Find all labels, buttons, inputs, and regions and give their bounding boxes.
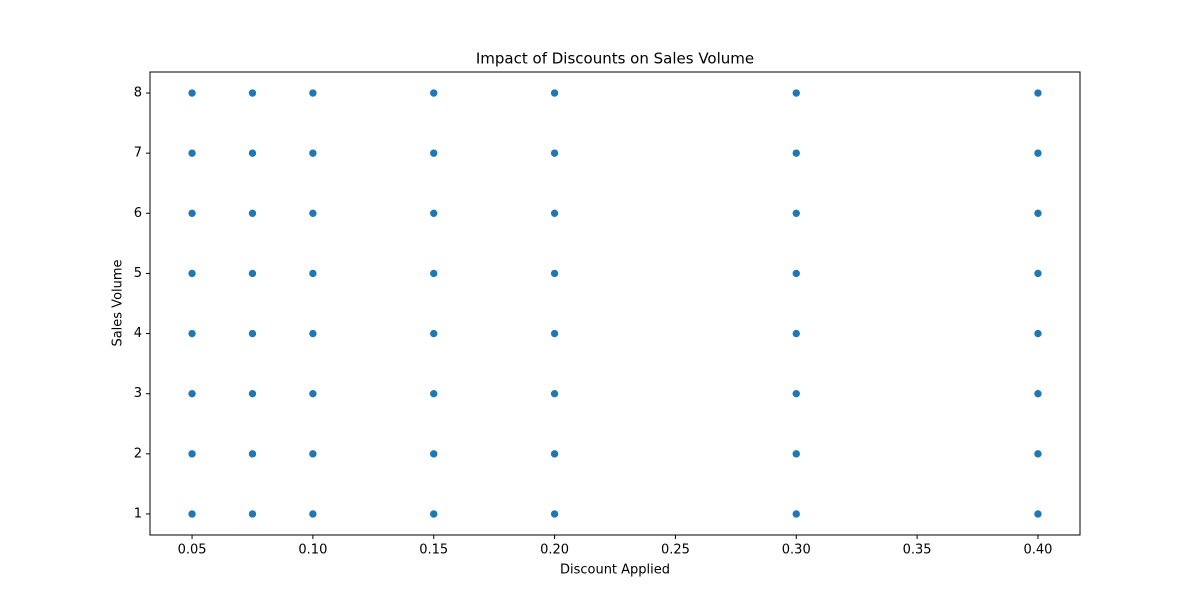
point — [429, 148, 439, 158]
point — [1033, 329, 1043, 338]
point — [550, 88, 559, 98]
point — [1033, 269, 1043, 278]
y-tick-label: 4 — [134, 326, 142, 341]
point — [308, 88, 318, 98]
y-tick-label: 2 — [134, 446, 142, 461]
point — [429, 209, 439, 218]
point — [429, 389, 439, 398]
x-tick-label: 0.10 — [298, 543, 327, 558]
point — [187, 88, 197, 98]
y-tick-label: 3 — [134, 386, 142, 401]
x-tick-label: 0.35 — [903, 543, 932, 558]
plot-frame — [149, 71, 1081, 536]
point — [248, 148, 257, 158]
point — [429, 88, 439, 98]
point — [550, 389, 559, 398]
point — [308, 509, 318, 519]
x-tick-label: 0.20 — [540, 543, 569, 558]
point — [1033, 148, 1043, 158]
x-tick-label: 0.15 — [419, 543, 448, 558]
point — [791, 509, 801, 519]
point — [187, 148, 197, 158]
point — [550, 209, 559, 218]
point — [429, 449, 439, 459]
point — [550, 148, 559, 158]
point — [187, 389, 197, 398]
point — [248, 209, 257, 218]
point — [791, 148, 801, 158]
point — [187, 329, 197, 338]
point — [1033, 449, 1043, 459]
point — [248, 389, 257, 398]
point — [308, 389, 318, 398]
point — [187, 449, 197, 459]
point — [1033, 209, 1043, 218]
point — [429, 509, 439, 519]
point — [791, 209, 801, 218]
point — [429, 269, 439, 278]
x-tick-label: 0.25 — [661, 543, 690, 558]
point — [248, 269, 257, 278]
point — [1033, 389, 1043, 398]
y-tick-label: 1 — [134, 506, 142, 521]
x-tick-label: 0.30 — [782, 543, 811, 558]
point — [1033, 88, 1043, 98]
point — [1033, 509, 1043, 519]
point — [791, 449, 801, 459]
y-tick-label: 5 — [134, 266, 142, 281]
y-tick-label: 7 — [134, 146, 142, 161]
point — [308, 449, 318, 459]
point — [791, 389, 801, 398]
y-tick-label: 8 — [134, 86, 142, 101]
x-tick-label: 0.40 — [1023, 543, 1052, 558]
point — [308, 148, 318, 158]
point — [187, 269, 197, 278]
point — [248, 329, 257, 338]
point — [248, 449, 257, 459]
point — [429, 329, 439, 338]
point — [550, 329, 559, 338]
point — [248, 88, 257, 98]
point — [248, 509, 257, 519]
point — [791, 269, 801, 278]
point — [550, 509, 559, 519]
point — [308, 209, 318, 218]
point — [187, 209, 197, 218]
y-axis-label: Sales Volume — [111, 259, 126, 346]
chart-title: Impact of Discounts on Sales Volume — [476, 50, 754, 68]
point — [187, 509, 197, 519]
point — [550, 449, 559, 459]
x-axis-label: Discount Applied — [560, 563, 670, 578]
y-tick-label: 6 — [134, 206, 142, 221]
x-tick-label: 0.05 — [178, 543, 207, 558]
point — [308, 269, 318, 278]
point — [791, 88, 801, 98]
point — [308, 329, 318, 338]
point — [791, 329, 801, 338]
point — [550, 269, 559, 278]
